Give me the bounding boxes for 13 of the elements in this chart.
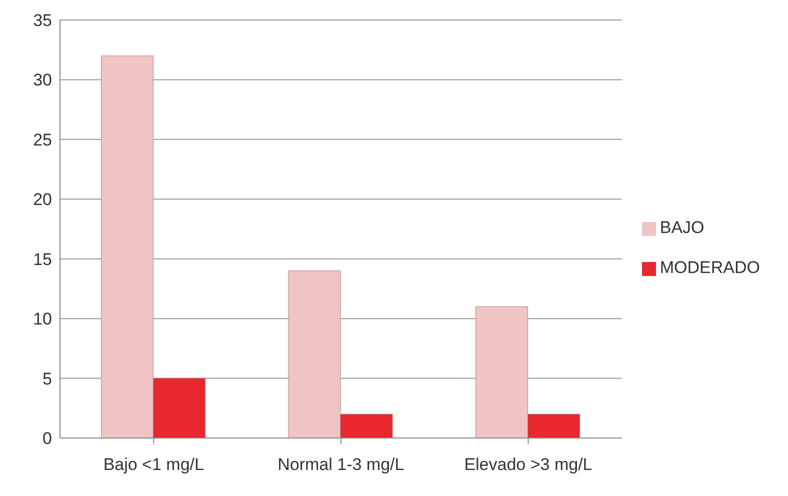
y-tick-label: 25: [33, 130, 52, 150]
x-tick-label: Bajo <1 mg/L: [103, 455, 204, 474]
legend-label: MODERADO: [660, 258, 760, 277]
y-tick-label: 35: [33, 11, 52, 30]
y-tick-label: 15: [33, 250, 52, 269]
legend-label: BAJO: [660, 218, 704, 237]
y-tick-label: 30: [33, 70, 52, 90]
y-tick-label: 5: [42, 369, 52, 388]
y-tick-label: 0: [42, 429, 52, 448]
y-tick-label: 20: [33, 190, 52, 210]
x-tick-label: Normal 1-3 mg/L: [278, 455, 404, 474]
y-tick-label: 10: [33, 310, 52, 329]
x-tick-label: Elevado >3 mg/L: [464, 455, 592, 474]
